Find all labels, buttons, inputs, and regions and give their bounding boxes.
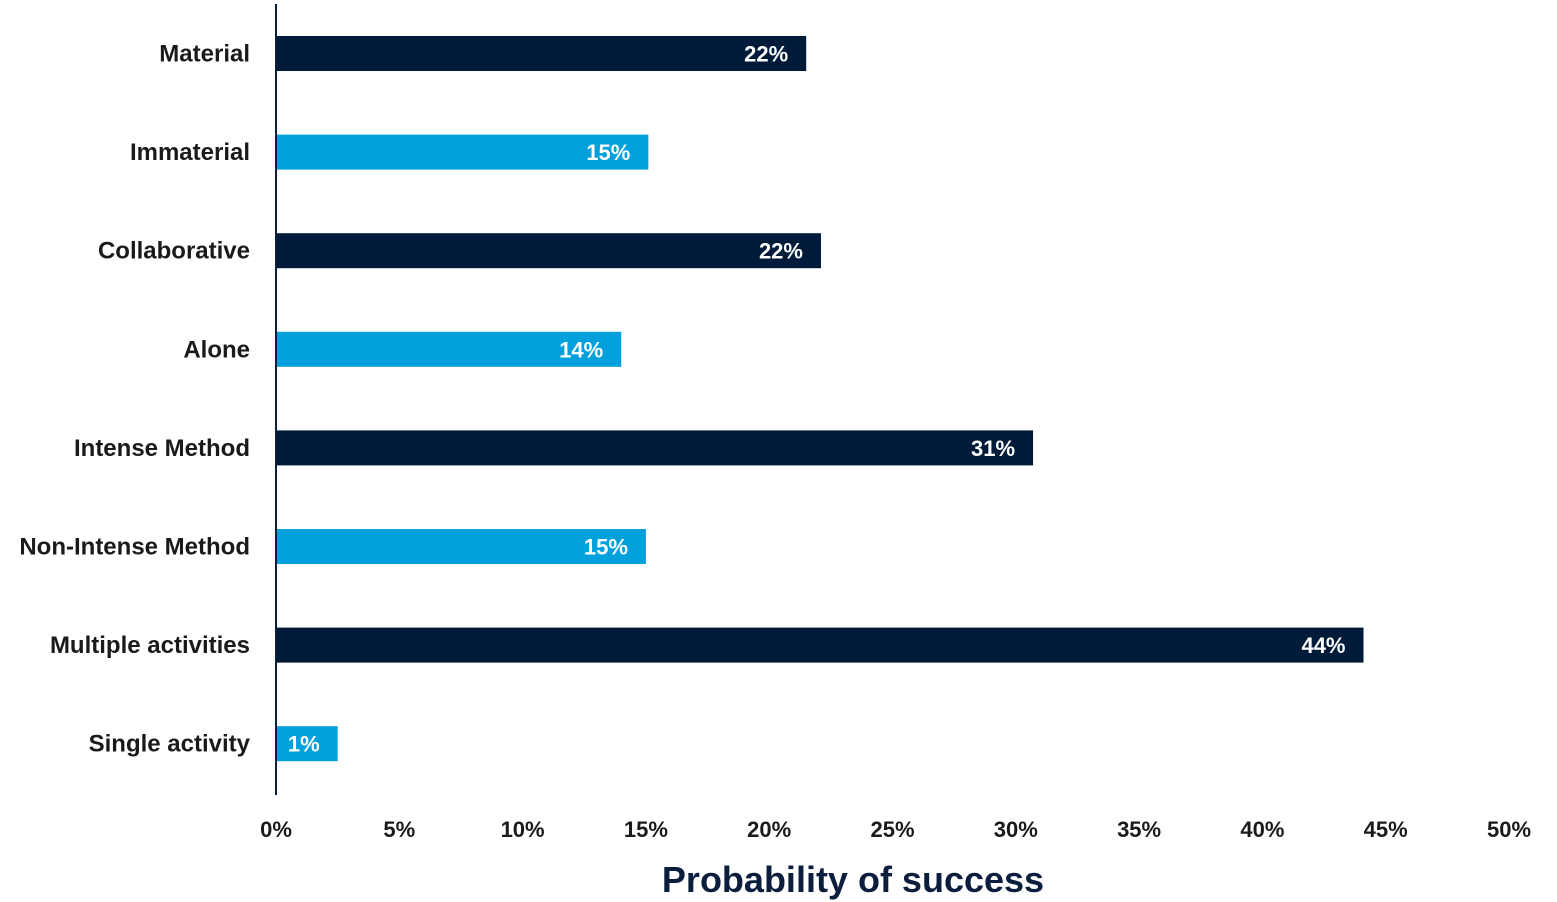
x-tick-label-5: 25% — [870, 817, 914, 842]
category-label-3: Alone — [183, 336, 250, 363]
x-tick-label-8: 40% — [1240, 817, 1284, 842]
category-label-4: Intense Method — [74, 435, 250, 462]
bar-5 — [276, 529, 646, 564]
x-tick-label-7: 35% — [1117, 817, 1161, 842]
category-label-7: Single activity — [89, 731, 251, 758]
x-tick-label-1: 5% — [383, 817, 415, 842]
bar-value-label-3: 14% — [559, 337, 603, 362]
bar-4 — [276, 430, 1034, 466]
bar-labels-layer: 22% 15% 22% 14% 31% 15% 44% 1% — [288, 42, 1346, 757]
category-label-5: Non-Intense Method — [19, 534, 250, 561]
x-tick-label-2: 10% — [501, 817, 545, 842]
bar-value-label-0: 22% — [744, 42, 788, 67]
x-tick-label-0: 0% — [260, 817, 292, 842]
x-tick-labels-layer: 0% 5% 10% 15% 20% 25% 30% 35% 40% 45% 50% — [260, 817, 1531, 842]
bar-value-label-5: 15% — [584, 535, 628, 560]
bar-0 — [276, 36, 807, 71]
bar-value-label-7: 1% — [288, 732, 320, 757]
bar-value-label-4: 31% — [971, 436, 1015, 461]
x-tick-label-10: 50% — [1487, 817, 1531, 842]
bar-6 — [276, 627, 1364, 663]
bar-2 — [276, 233, 821, 269]
bar-value-label-1: 15% — [586, 140, 630, 165]
x-axis-title: Probability of success — [662, 859, 1044, 900]
x-tick-label-4: 20% — [747, 817, 791, 842]
category-label-6: Multiple activities — [50, 632, 250, 659]
x-tick-label-3: 15% — [624, 817, 668, 842]
bar-1 — [276, 134, 649, 170]
x-tick-label-9: 45% — [1364, 817, 1408, 842]
bar-value-label-2: 22% — [759, 239, 803, 264]
category-label-2: Collaborative — [98, 238, 250, 265]
bars-layer — [276, 36, 1364, 762]
x-tick-label-6: 30% — [994, 817, 1038, 842]
bar-7 — [276, 726, 338, 762]
bar-value-label-6: 44% — [1301, 633, 1345, 658]
bar-3 — [276, 331, 622, 367]
category-labels-layer: Material Immaterial Collaborative Alone Inte… — [19, 41, 250, 758]
category-label-0: Material — [159, 41, 250, 68]
category-label-1: Immaterial — [130, 139, 250, 166]
